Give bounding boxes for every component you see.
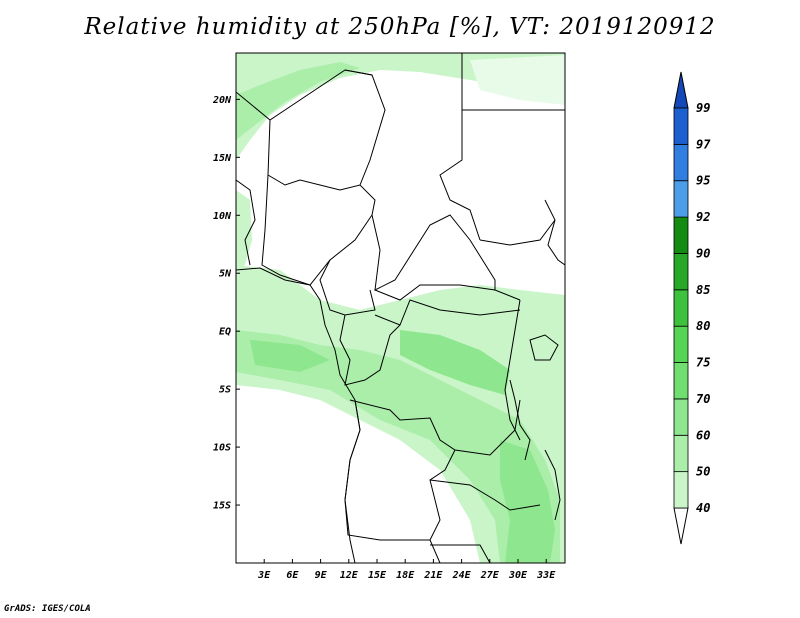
border-lake-malawi — [544, 449, 561, 521]
humidity-core-congo — [400, 330, 510, 395]
lat-tick-label: EQ — [219, 327, 231, 338]
colorbar-segment — [673, 398, 689, 436]
border-namibia-botswana — [429, 539, 491, 563]
colorbar-label: 92 — [696, 210, 710, 224]
border-sudan-ss — [479, 219, 556, 246]
colorbar-label: 85 — [696, 283, 710, 297]
colorbar-label: 99 — [696, 101, 710, 115]
border-ethiopia — [544, 199, 565, 266]
lat-tick-label: 10S — [213, 443, 231, 454]
colorbar-segment — [673, 143, 689, 182]
border-nigeria — [261, 174, 373, 286]
lat-tick-label: 5S — [219, 385, 231, 396]
lon-tick-label: 12E — [340, 570, 359, 581]
colorbar-segment — [673, 471, 689, 509]
lon-tick-label: 24E — [452, 570, 472, 581]
humidity-west-coast — [236, 190, 252, 270]
longitude-axis: 3E 6E 9E 12E 15E 18E 21E 24E 27E 30E 33E — [257, 559, 556, 581]
colorbar-segment — [673, 362, 689, 400]
border-chad — [371, 214, 496, 291]
coast-atlantic-south — [324, 324, 361, 563]
border-drc-north — [374, 299, 521, 326]
colorbar-label: 50 — [696, 465, 710, 479]
border-east-africa — [504, 299, 521, 441]
border-west-africa — [236, 179, 256, 266]
humidity-field — [236, 53, 565, 563]
humidity-band-north-inner — [236, 62, 360, 140]
colorbar-label: 95 — [696, 174, 710, 188]
lat-tick-label: 15S — [213, 501, 231, 512]
border-lake-tanganyika — [509, 379, 531, 461]
colorbar-segment — [673, 289, 689, 327]
colorbar-label: 75 — [696, 356, 710, 370]
colorbar-segment — [673, 107, 689, 145]
coast-gulf-guinea — [236, 267, 326, 326]
colorbar-segment — [673, 216, 689, 254]
colorbar-segment — [673, 434, 689, 473]
colorbar-segment — [673, 253, 689, 291]
lat-tick-label: 20N — [212, 95, 232, 106]
colorbar-label: 90 — [696, 246, 710, 260]
latitude-axis: 20N 15N 10N 5N EQ 5S 10S 15S — [212, 95, 240, 512]
lon-tick-label: 27E — [480, 570, 500, 581]
lon-tick-label: 21E — [423, 570, 443, 581]
border-zambia — [429, 479, 541, 511]
humidity-band-north-ne — [470, 55, 565, 105]
humidity-core-east — [500, 440, 555, 563]
border-lake-victoria — [529, 334, 559, 361]
lon-tick-label: 6E — [286, 570, 299, 581]
colorbar-label: 40 — [696, 501, 710, 515]
lon-tick-label: 30E — [508, 570, 528, 581]
border-congo — [339, 314, 401, 386]
border-drc-south — [349, 399, 521, 456]
border-cameroon — [319, 259, 376, 316]
grads-credit: GrADS: IGES/COLA — [4, 604, 91, 614]
colorbar: 40 50 60 70 75 80 85 90 92 95 97 99 — [673, 71, 711, 545]
colorbar-label: 97 — [696, 137, 711, 151]
colorbar-segment — [673, 180, 689, 218]
colorbar-segment — [673, 325, 689, 363]
colorbar-lower-arrow — [673, 507, 689, 545]
border-car — [374, 284, 521, 301]
lat-tick-label: 10N — [213, 211, 232, 222]
border-libya-west — [344, 69, 386, 186]
map-frame — [235, 52, 566, 564]
colorbar-upper-arrow — [673, 71, 689, 109]
colorbar-label: 70 — [696, 392, 710, 406]
border-niger — [267, 119, 376, 216]
lon-tick-label: 3E — [257, 570, 271, 581]
colorbar-label: 80 — [696, 319, 710, 333]
lat-tick-label: 15N — [213, 153, 232, 164]
humidity-patch-west — [250, 340, 330, 372]
colorbar-label: 60 — [696, 428, 710, 442]
lat-tick-label: 5N — [219, 269, 232, 280]
lon-tick-label: 33E — [536, 570, 556, 581]
country-borders — [236, 53, 565, 563]
lon-tick-label: 9E — [315, 570, 328, 581]
chart-title: Relative humidity at 250hPa [%], VT: 201… — [84, 14, 716, 40]
border-libya-egypt — [439, 53, 481, 241]
lon-tick-label: 15E — [368, 570, 387, 581]
lon-tick-label: 18E — [396, 570, 415, 581]
